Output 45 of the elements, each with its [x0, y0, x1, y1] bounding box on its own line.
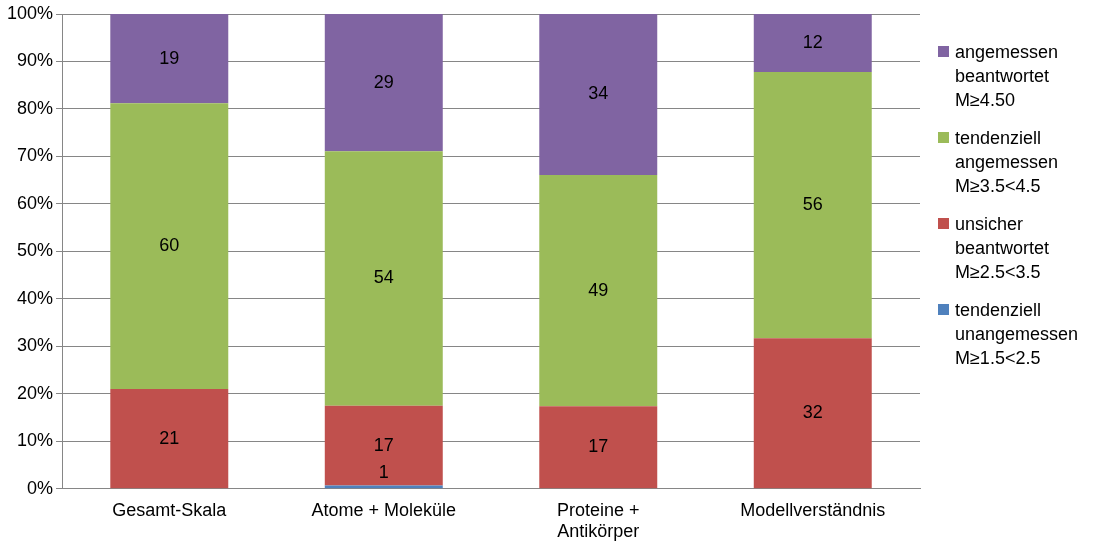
data-label: 12 [802, 31, 823, 52]
y-tick-label: 10% [17, 430, 54, 451]
bar [753, 14, 872, 72]
x-tick-label: Proteine + Antikörper [556, 499, 640, 542]
legend-label: tendenziell unangemessen M≥1.5<2.5 [955, 299, 1080, 370]
x-tick-label: Gesamt-Skala [112, 499, 228, 520]
y-tick-label: 40% [17, 287, 54, 308]
bar [324, 151, 443, 406]
data-label: 60 [159, 235, 180, 256]
data-label: 34 [588, 83, 609, 104]
legend-label: tendenziell angemessen M≥3.5<4.5 [955, 127, 1060, 198]
bar [753, 338, 872, 489]
legend-label: angemessen beantwortet M≥4.50 [955, 41, 1060, 112]
bar [110, 14, 229, 104]
bar [539, 406, 658, 489]
y-tick-label: 70% [17, 145, 54, 166]
bar [539, 174, 658, 407]
data-label: 21 [159, 427, 180, 448]
y-tick-label: 60% [17, 192, 54, 213]
x-tick-label: Atome + Moleküle [311, 499, 457, 520]
y-tick-label: 30% [17, 335, 54, 356]
bar [110, 389, 229, 489]
data-label: 1 [378, 462, 389, 483]
data-label: 49 [588, 279, 609, 300]
data-label: 17 [373, 434, 394, 455]
x-tick-label: Modellverständnis [740, 499, 886, 520]
bar [324, 14, 443, 152]
data-label: 54 [373, 267, 394, 288]
data-label: 17 [588, 436, 609, 457]
data-label: 32 [802, 402, 823, 423]
y-tick-label: 90% [17, 50, 54, 71]
bar [753, 71, 872, 339]
y-tick-label: 0% [27, 477, 54, 498]
bar [324, 485, 443, 489]
bar [110, 103, 229, 390]
y-tick-label: 20% [17, 382, 54, 403]
data-label: 19 [159, 47, 180, 68]
data-label: 56 [802, 194, 823, 215]
bar [324, 405, 443, 486]
y-tick-label: 100% [6, 2, 54, 23]
y-tick-label: 50% [17, 240, 54, 261]
y-tick-label: 80% [17, 97, 54, 118]
bar [539, 14, 658, 175]
data-label: 29 [373, 71, 394, 92]
legend-label: unsicher beantwortet M≥2.5<3.5 [955, 213, 1051, 284]
